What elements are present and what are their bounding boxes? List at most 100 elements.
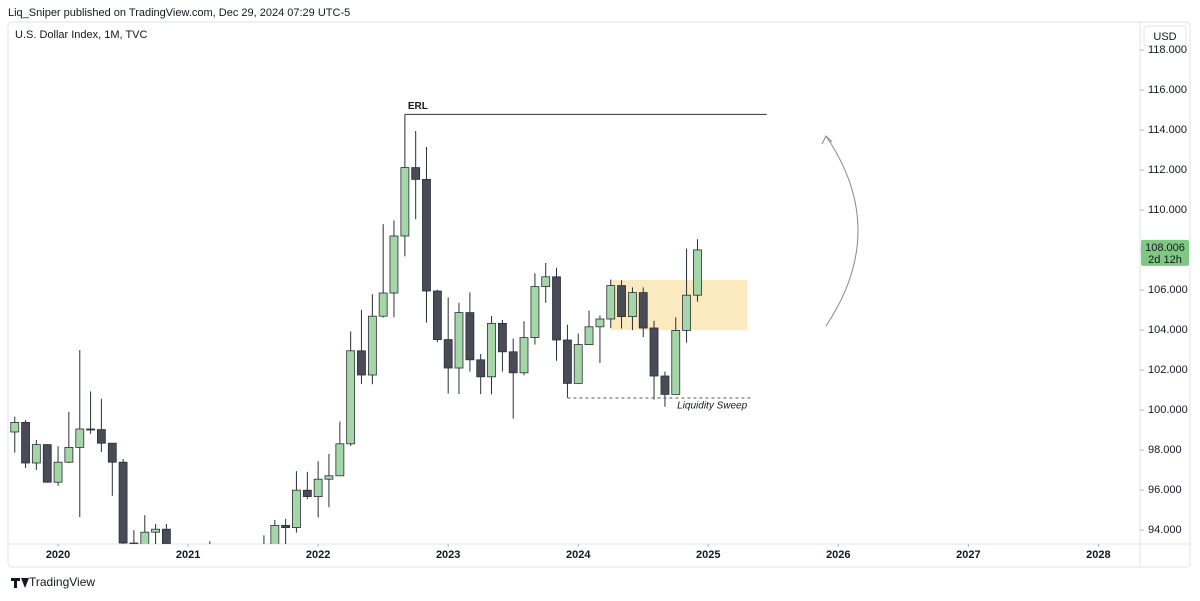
candle-body — [292, 489, 301, 529]
last-price: 108.006 — [1145, 242, 1185, 254]
y-tick-label: 118.000 — [1148, 44, 1187, 56]
candle-body — [260, 557, 268, 566]
candle-body — [649, 327, 659, 377]
candle-body — [217, 545, 225, 584]
candle-body — [270, 525, 280, 544]
currency-box[interactable] — [1143, 25, 1187, 47]
y-tick-label: 104.000 — [1148, 324, 1188, 336]
chart-frame — [7, 21, 1191, 568]
candle-body — [10, 421, 20, 433]
candle-body — [693, 249, 702, 296]
x-tick-label: 2024 — [566, 549, 591, 561]
byline: Liq_Sniper published on TradingView.com,… — [8, 7, 350, 19]
candle-body — [671, 329, 681, 395]
y-tick-label: 94.000 — [1148, 524, 1182, 536]
candle-body — [86, 428, 95, 431]
x-tick-label: 2027 — [956, 549, 980, 561]
x-tick-label: 2028 — [1086, 549, 1110, 561]
candle-body — [508, 351, 518, 374]
candle-body — [628, 292, 637, 318]
candle-body — [31, 444, 41, 464]
candle-body — [487, 322, 496, 378]
y-tick-label: 98.000 — [1148, 444, 1182, 456]
x-tick-label: 2025 — [696, 549, 720, 561]
candle-body — [443, 339, 453, 369]
candle-body — [595, 318, 605, 328]
currency[interactable]: USD — [1153, 31, 1176, 43]
candle-body — [195, 592, 203, 596]
candle-body — [606, 285, 616, 320]
candle-body — [173, 573, 181, 596]
candle-body — [64, 446, 74, 463]
candle-body — [400, 167, 410, 237]
candle-body — [42, 444, 52, 483]
brand: TradingView — [29, 575, 95, 589]
candle-body — [563, 339, 572, 384]
candle-body — [530, 286, 540, 339]
x-tick-label: 2020 — [46, 549, 70, 561]
candle-body — [541, 276, 551, 287]
price-label-box — [1141, 239, 1189, 266]
candle-body — [573, 344, 583, 384]
candle-body — [335, 443, 345, 477]
arrow-curve — [825, 135, 859, 327]
annotation: Liquidity Sweep — [677, 401, 747, 412]
candle-body — [346, 350, 356, 445]
x-tick-label: 2021 — [176, 549, 200, 561]
arrow-head — [821, 135, 833, 145]
candle-body — [53, 461, 63, 483]
candle-body — [411, 167, 421, 180]
y-tick-label: 100.000 — [1148, 404, 1188, 416]
candle-body — [238, 561, 246, 596]
tv-logo — [11, 578, 29, 588]
candle-body — [389, 235, 399, 294]
symbol-title: U.S. Dollar Index, 1M, TVC — [15, 29, 148, 41]
candle-body — [249, 561, 257, 566]
candle-body — [367, 315, 377, 376]
x-tick-label: 2023 — [436, 549, 460, 561]
x-tick-label: 2022 — [306, 549, 330, 561]
candle-body — [465, 312, 475, 361]
candle-body — [552, 276, 561, 341]
candle-body — [324, 475, 334, 480]
candle-body — [519, 337, 529, 374]
y-tick-label: 110.000 — [1148, 204, 1187, 216]
candle-body — [432, 290, 442, 340]
countdown: 2d 12h — [1148, 254, 1182, 266]
candle-body — [140, 531, 150, 544]
candle-body — [498, 322, 507, 353]
y-tick-label: 114.000 — [1148, 124, 1187, 136]
y-tick-label: 116.000 — [1148, 84, 1187, 96]
candle-body — [422, 178, 431, 292]
y-tick-label: 96.000 — [1148, 484, 1182, 496]
candle-body — [129, 542, 139, 544]
candle-body — [281, 525, 291, 529]
candle-body — [206, 545, 214, 592]
y-tick-label: 102.000 — [1148, 364, 1188, 376]
candle-body — [617, 285, 626, 318]
candle-body — [96, 429, 106, 444]
candle-body — [378, 292, 388, 317]
plot — [10, 113, 767, 596]
candle-body — [638, 292, 648, 329]
candle-body — [107, 442, 117, 463]
y-tick-label: 106.000 — [1148, 284, 1188, 296]
candle-body — [151, 528, 160, 533]
y-tick-label: 112.000 — [1148, 164, 1187, 176]
candle-body — [21, 421, 30, 464]
annotation: ERL — [408, 101, 428, 112]
candle-body — [357, 350, 366, 376]
candle-body — [161, 528, 171, 544]
candle-body — [476, 359, 486, 378]
candle-body — [302, 489, 312, 498]
candle-body — [118, 461, 128, 544]
candle-body — [313, 478, 323, 498]
x-tick-label: 2026 — [826, 549, 850, 561]
candle-body — [584, 326, 594, 345]
candle-body — [227, 584, 235, 596]
candle-body — [682, 294, 691, 331]
candle-body — [75, 428, 85, 448]
candle-body — [660, 375, 670, 395]
